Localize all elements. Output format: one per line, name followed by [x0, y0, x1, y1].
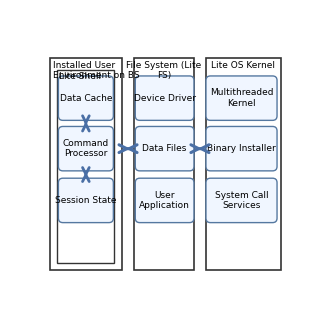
Bar [206, 58, 281, 270]
Bar [57, 70, 115, 263]
Text: User
Application: User Application [139, 191, 190, 210]
FancyBboxPatch shape [59, 126, 113, 171]
Text: Session State: Session State [55, 196, 116, 205]
Text: Device Driver: Device Driver [134, 94, 196, 103]
Text: Multithreaded
Kernel: Multithreaded Kernel [210, 88, 273, 108]
FancyBboxPatch shape [206, 178, 277, 223]
FancyBboxPatch shape [135, 126, 194, 171]
FancyBboxPatch shape [59, 76, 113, 120]
Text: System Call
Services: System Call Services [215, 191, 268, 210]
FancyBboxPatch shape [206, 126, 277, 171]
FancyBboxPatch shape [135, 178, 194, 223]
Bar [134, 58, 194, 270]
Text: Lite Shell: Lite Shell [59, 72, 101, 81]
Text: Binary Installer: Binary Installer [207, 144, 276, 153]
FancyBboxPatch shape [59, 178, 113, 223]
Text: File System (Lite
FS): File System (Lite FS) [126, 61, 202, 80]
Bar [50, 58, 122, 270]
Text: Installed User
Environment on BS: Installed User Environment on BS [53, 61, 140, 80]
Text: Lite OS Kernel: Lite OS Kernel [212, 61, 275, 70]
FancyBboxPatch shape [206, 76, 277, 120]
Text: Command
Processor: Command Processor [63, 139, 109, 158]
Text: Data Files: Data Files [142, 144, 187, 153]
FancyBboxPatch shape [135, 76, 194, 120]
Text: Data Cache: Data Cache [60, 94, 112, 103]
